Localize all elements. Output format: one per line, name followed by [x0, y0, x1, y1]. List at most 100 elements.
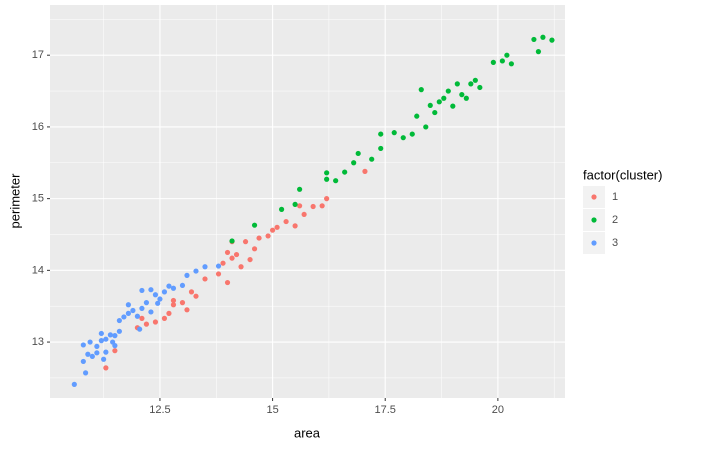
- legend-label: 3: [612, 237, 618, 249]
- point: [116, 328, 122, 334]
- point: [179, 300, 186, 306]
- x-tick-label: 12.5: [149, 404, 170, 416]
- point: [80, 342, 86, 348]
- point: [468, 81, 474, 87]
- point: [436, 99, 442, 105]
- legend-marker: [591, 217, 597, 223]
- point: [224, 279, 231, 286]
- y-tick-label: 15: [32, 193, 44, 205]
- point: [110, 339, 116, 345]
- point: [94, 343, 100, 349]
- point: [414, 113, 420, 119]
- point: [324, 196, 330, 202]
- point: [283, 218, 289, 225]
- point: [85, 351, 91, 357]
- point: [202, 264, 208, 270]
- point: [112, 333, 118, 339]
- point: [161, 315, 168, 321]
- point: [233, 251, 240, 258]
- point: [139, 305, 145, 311]
- point: [137, 326, 143, 332]
- point: [301, 211, 307, 218]
- point: [80, 358, 86, 365]
- point: [215, 263, 222, 269]
- legend-label: 2: [612, 214, 618, 226]
- point: [103, 349, 109, 355]
- y-tick-label: 14: [32, 264, 44, 276]
- point: [378, 131, 384, 137]
- point: [184, 307, 190, 313]
- x-axis-title: area: [294, 425, 321, 440]
- point: [188, 289, 195, 295]
- point: [477, 84, 483, 91]
- point: [101, 356, 107, 362]
- point: [98, 330, 104, 337]
- point: [107, 332, 113, 338]
- legend-title: factor(cluster): [583, 167, 662, 182]
- point: [130, 307, 136, 314]
- point: [508, 61, 514, 67]
- point: [98, 338, 104, 344]
- point: [391, 130, 397, 136]
- point: [143, 321, 150, 327]
- point: [297, 203, 303, 209]
- point: [71, 381, 77, 387]
- point: [166, 283, 172, 289]
- point: [418, 87, 424, 93]
- point: [535, 49, 542, 55]
- point: [148, 309, 154, 315]
- point: [269, 227, 276, 233]
- point: [193, 268, 199, 274]
- y-tick-label: 17: [32, 49, 44, 61]
- point: [139, 315, 145, 321]
- point: [351, 160, 357, 166]
- point: [148, 287, 154, 293]
- point: [355, 150, 361, 157]
- point: [229, 238, 235, 244]
- point: [125, 302, 131, 308]
- point: [247, 256, 253, 263]
- point: [463, 95, 469, 101]
- point: [499, 58, 505, 64]
- point: [450, 103, 456, 109]
- point: [445, 88, 451, 94]
- point: [378, 145, 384, 152]
- point: [504, 52, 510, 58]
- point: [297, 186, 303, 192]
- point: [274, 224, 280, 230]
- point: [220, 260, 226, 266]
- point: [103, 365, 109, 371]
- point: [89, 353, 95, 360]
- point: [490, 59, 496, 65]
- point: [125, 310, 131, 316]
- point: [540, 34, 546, 40]
- point: [224, 249, 231, 256]
- y-tick-label: 16: [32, 121, 44, 133]
- point: [139, 287, 145, 294]
- point: [157, 296, 163, 302]
- point: [549, 37, 555, 43]
- point: [82, 370, 89, 376]
- point: [432, 109, 438, 116]
- point: [310, 203, 316, 210]
- x-tick-label: 17.5: [375, 404, 396, 416]
- point: [179, 282, 186, 289]
- point: [238, 264, 244, 270]
- point: [251, 246, 258, 252]
- point: [324, 170, 330, 176]
- point: [333, 178, 339, 184]
- point: [215, 271, 222, 277]
- point: [251, 222, 258, 228]
- point: [166, 310, 172, 316]
- point: [441, 95, 447, 101]
- point: [242, 239, 249, 245]
- legend-marker: [591, 240, 597, 246]
- point: [94, 350, 100, 356]
- y-tick-label: 13: [32, 336, 44, 348]
- point: [229, 255, 235, 261]
- point: [454, 81, 460, 87]
- point: [193, 293, 199, 299]
- point: [152, 292, 159, 298]
- point: [278, 206, 285, 212]
